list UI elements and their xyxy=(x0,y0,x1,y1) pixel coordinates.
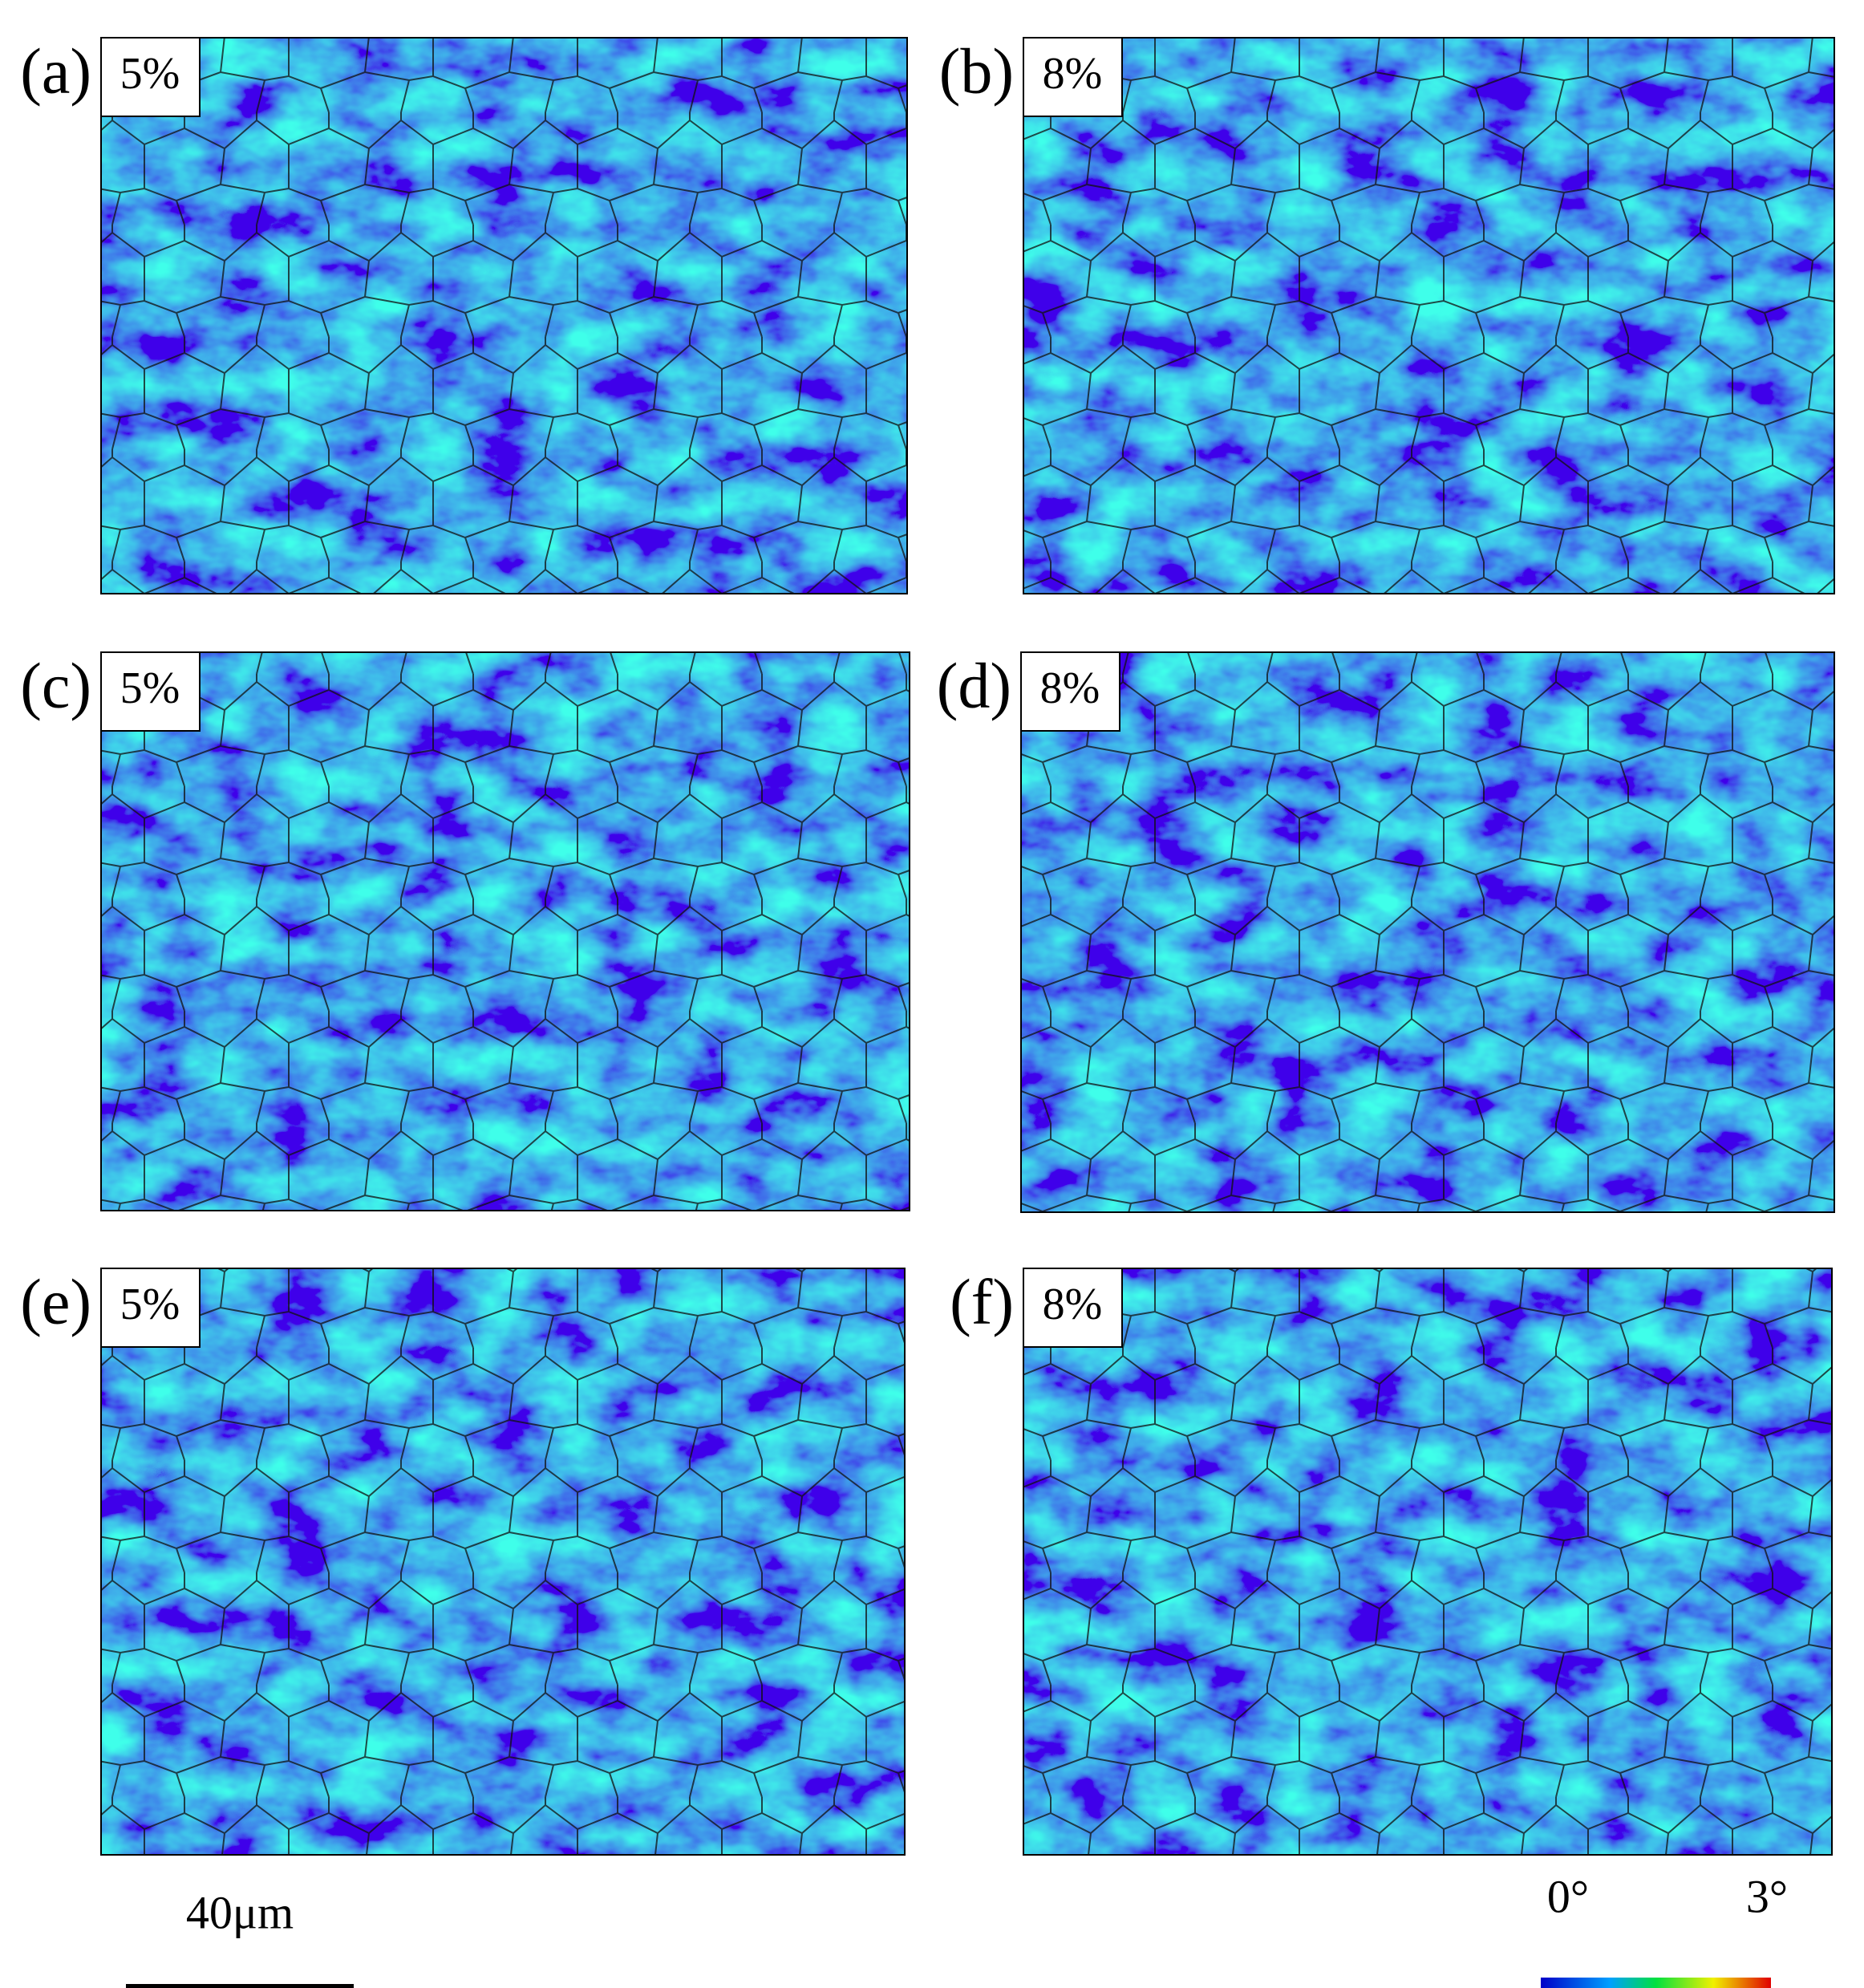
panel-label: (a) xyxy=(20,36,91,107)
grain-boundaries xyxy=(101,38,907,594)
strain-box xyxy=(1023,37,1123,117)
panel-label: (f) xyxy=(950,1267,1014,1337)
panel: 8% (d) xyxy=(937,651,1835,1213)
strain-label: 5% xyxy=(120,49,180,99)
grain-boundaries xyxy=(101,652,910,1211)
map-frame xyxy=(1020,651,1835,1213)
strain-label: 8% xyxy=(1043,1280,1103,1329)
color-bar xyxy=(1541,1978,1771,1988)
strain-label: 8% xyxy=(1040,663,1100,713)
panel-label: (d) xyxy=(937,651,1011,721)
strain-box xyxy=(1020,651,1120,732)
grain-boundaries xyxy=(1023,1268,1832,1855)
strain-box xyxy=(100,651,201,732)
panel: 5% (e) xyxy=(20,1267,906,1856)
panels: 5% (a) 8% (b) 5% (c) 8% (d) 5% (e) 8% (f) xyxy=(20,36,1835,1856)
grain-boundaries xyxy=(1023,38,1834,594)
grain-boundaries xyxy=(1021,652,1834,1212)
scale-bar-label: 40μm xyxy=(186,1886,294,1938)
panel-label: (b) xyxy=(939,36,1014,107)
map-frame xyxy=(1023,1268,1833,1856)
strain-label: 5% xyxy=(120,1280,180,1329)
grain-boundaries xyxy=(101,1268,905,1855)
panel: 8% (b) xyxy=(939,36,1835,594)
strain-label: 5% xyxy=(120,663,180,713)
map-frame xyxy=(1023,37,1835,594)
map-frame xyxy=(100,651,910,1211)
strain-box xyxy=(1023,1268,1123,1348)
color-bar-max: 3° xyxy=(1746,1870,1788,1922)
strain-box xyxy=(100,37,201,117)
panel: 5% (a) xyxy=(20,36,908,594)
strain-box xyxy=(100,1268,201,1348)
map-frame xyxy=(100,1268,906,1856)
panel: 5% (c) xyxy=(20,651,910,1211)
color-bar-min: 0° xyxy=(1547,1870,1589,1922)
strain-label: 8% xyxy=(1043,49,1103,99)
panel: 8% (f) xyxy=(950,1267,1833,1856)
map-frame xyxy=(100,37,908,594)
panel-label: (e) xyxy=(20,1267,91,1337)
panel-label: (c) xyxy=(20,651,91,721)
